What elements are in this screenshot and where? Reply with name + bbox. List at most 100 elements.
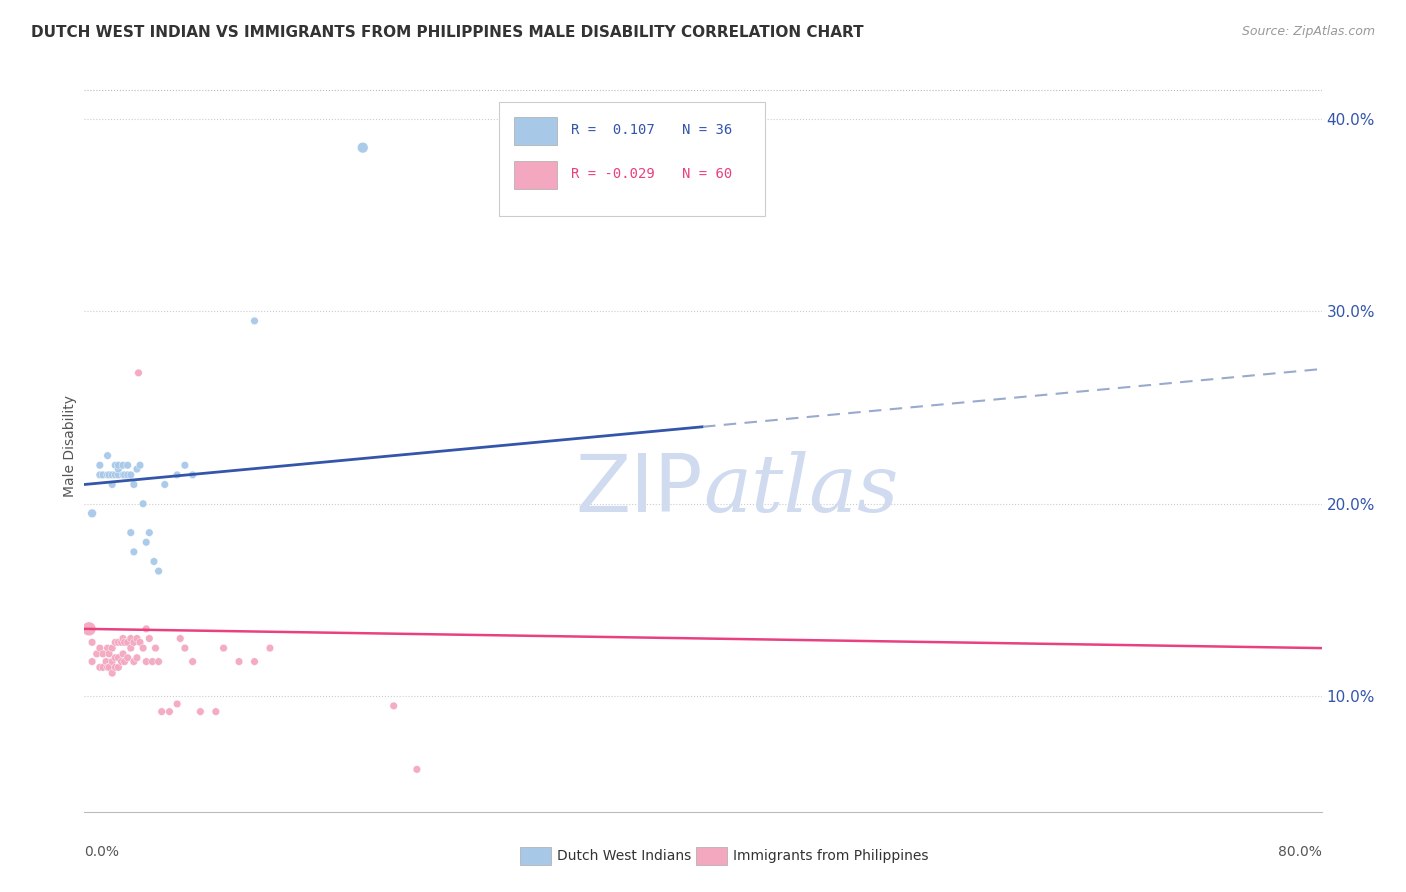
Point [135,655,157,669]
Point [135,535,157,549]
Point [107,467,129,482]
Text: R =  0.107: R = 0.107 [571,123,654,137]
Text: Dutch West Indians: Dutch West Indians [557,849,690,863]
Text: Immigrants from Philippines: Immigrants from Philippines [733,849,928,863]
FancyBboxPatch shape [513,161,557,188]
Point [89,458,111,473]
Point [166,467,188,482]
Point [120,641,142,656]
Point [77,622,100,636]
Point [117,467,139,482]
Point [243,314,266,328]
Point [114,655,136,669]
Point [112,647,135,661]
Text: R = -0.029: R = -0.029 [571,167,654,181]
Point [101,666,124,681]
Point [114,467,136,482]
Point [122,545,145,559]
Point [82,635,104,649]
Point [98,647,121,661]
Point [148,655,170,669]
Point [125,462,148,476]
Point [129,458,152,473]
Point [132,497,155,511]
Point [120,632,142,646]
Point [125,632,148,646]
Point [138,525,160,540]
Point [181,655,204,669]
Point [148,564,170,578]
Point [104,635,127,649]
Point [125,650,148,665]
Point [1388,632,1406,646]
Point [114,635,136,649]
Point [112,467,135,482]
Point [104,458,127,473]
Point [243,655,266,669]
Text: 80.0%: 80.0% [1278,845,1322,859]
Point [166,697,188,711]
Text: N = 60: N = 60 [682,167,733,181]
Point [120,525,142,540]
Point [181,467,204,482]
Point [89,641,111,656]
Point [127,366,149,380]
Point [143,554,166,568]
Point [112,458,135,473]
Point [138,632,160,646]
Point [82,507,104,521]
Point [174,458,197,473]
Point [86,647,108,661]
Point [117,458,139,473]
Point [174,641,197,656]
Point [145,641,167,656]
Point [117,650,139,665]
Point [101,641,124,656]
Point [107,458,129,473]
Point [159,705,180,719]
Point [96,641,118,656]
Point [117,635,139,649]
Point [135,622,157,636]
Point [132,641,155,656]
Point [122,635,145,649]
Text: N = 36: N = 36 [682,123,733,137]
Point [101,477,124,491]
Point [382,698,405,713]
Point [89,467,111,482]
Point [91,647,114,661]
Point [101,467,124,482]
Point [96,449,118,463]
Point [107,650,129,665]
Y-axis label: Male Disability: Male Disability [63,395,77,497]
Point [98,467,121,482]
FancyBboxPatch shape [499,103,765,216]
Point [96,660,118,674]
Point [110,635,132,649]
Point [120,467,142,482]
Point [91,660,114,674]
Text: atlas: atlas [703,451,898,529]
Point [122,655,145,669]
Point [169,632,191,646]
Text: DUTCH WEST INDIAN VS IMMIGRANTS FROM PHILIPPINES MALE DISABILITY CORRELATION CHA: DUTCH WEST INDIAN VS IMMIGRANTS FROM PHI… [31,25,863,40]
Point [259,641,281,656]
Text: ZIP: ZIP [575,450,703,529]
Point [150,705,173,719]
Point [129,635,152,649]
Point [228,655,250,669]
Point [405,763,427,777]
Point [94,655,117,669]
Point [82,655,104,669]
Text: 0.0%: 0.0% [84,845,120,859]
Point [96,467,118,482]
Point [104,660,127,674]
Point [107,462,129,476]
Point [98,660,121,674]
Text: Source: ZipAtlas.com: Source: ZipAtlas.com [1241,25,1375,38]
Point [91,467,114,482]
Point [352,141,374,155]
FancyBboxPatch shape [513,117,557,145]
Point [101,655,124,669]
Point [107,660,129,674]
